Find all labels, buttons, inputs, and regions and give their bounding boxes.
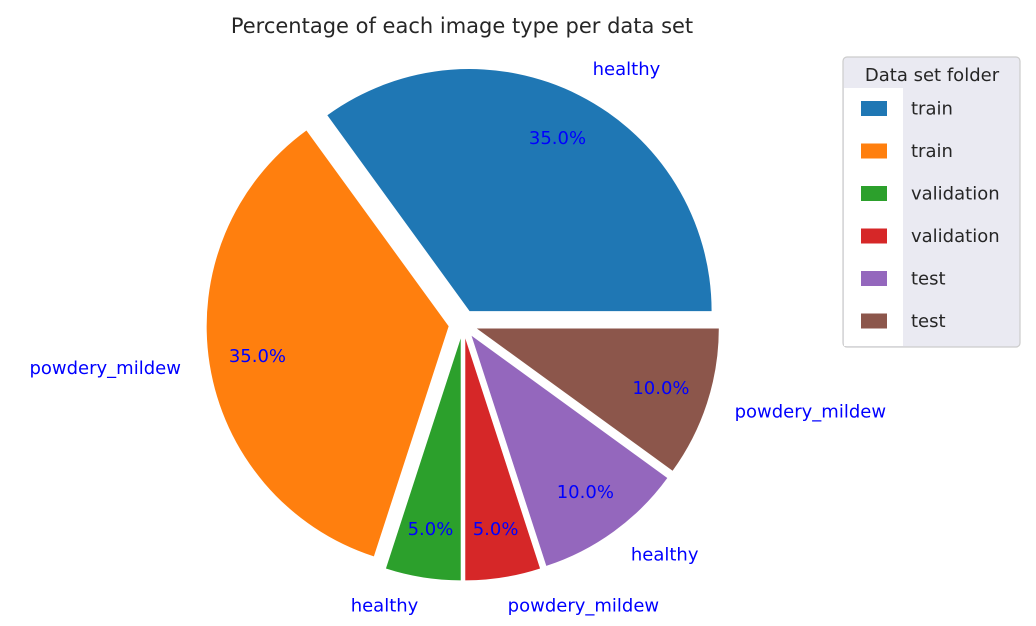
- labels-layer: 35.0% healthy 35.0% powdery_mildew 5.0% healt…: [29, 59, 886, 616]
- legend-label-2: validation: [911, 184, 1000, 205]
- slices-layer: [206, 69, 719, 581]
- slice-percent-label-5: 10.0%: [632, 378, 689, 399]
- chart-title: Percentage of each image type per data s…: [231, 14, 693, 38]
- slice-percent-label-4: 10.0%: [557, 482, 614, 503]
- legend-label-4: test: [911, 269, 946, 290]
- legend-label-0: train: [911, 99, 953, 120]
- legend-swatch-2: [861, 186, 887, 201]
- pie-slice-2: [385, 338, 461, 581]
- legend-label-5: test: [911, 311, 946, 332]
- legend-swatch-0: [861, 101, 887, 116]
- legend-swatch-3: [861, 228, 887, 244]
- legend-label-1: train: [911, 141, 953, 162]
- slice-category-label-3: powdery_mildew: [508, 596, 659, 617]
- legend-swatch-4: [861, 271, 887, 286]
- legend: Data set folder train train validation vali…: [842, 56, 1021, 348]
- slice-category-label-2: healthy: [351, 596, 419, 617]
- pie-slice-5: [476, 328, 719, 471]
- slice-percent-label-1: 35.0%: [229, 346, 286, 367]
- pie-slice-1: [206, 130, 449, 557]
- pie-slice-0: [327, 69, 712, 312]
- legend-handle-mask: [844, 88, 903, 346]
- slice-category-label-5: powdery_mildew: [735, 402, 886, 423]
- slice-percent-label-0: 35.0%: [529, 128, 586, 149]
- legend-label-3: validation: [911, 226, 1000, 247]
- slice-percent-label-2: 5.0%: [408, 519, 454, 540]
- pie-slice-4: [471, 335, 668, 566]
- legend-swatch-1: [861, 143, 887, 159]
- slice-category-label-0: healthy: [593, 59, 661, 80]
- legend-entries: train train validation validation test test: [861, 99, 1000, 332]
- slice-category-label-1: powdery_mildew: [29, 358, 180, 379]
- slice-percent-label-3: 5.0%: [473, 519, 519, 540]
- pie-slice-3: [465, 338, 541, 581]
- legend-title: Data set folder: [865, 65, 1000, 86]
- slice-category-label-4: healthy: [631, 545, 699, 566]
- legend-swatch-5: [861, 313, 887, 329]
